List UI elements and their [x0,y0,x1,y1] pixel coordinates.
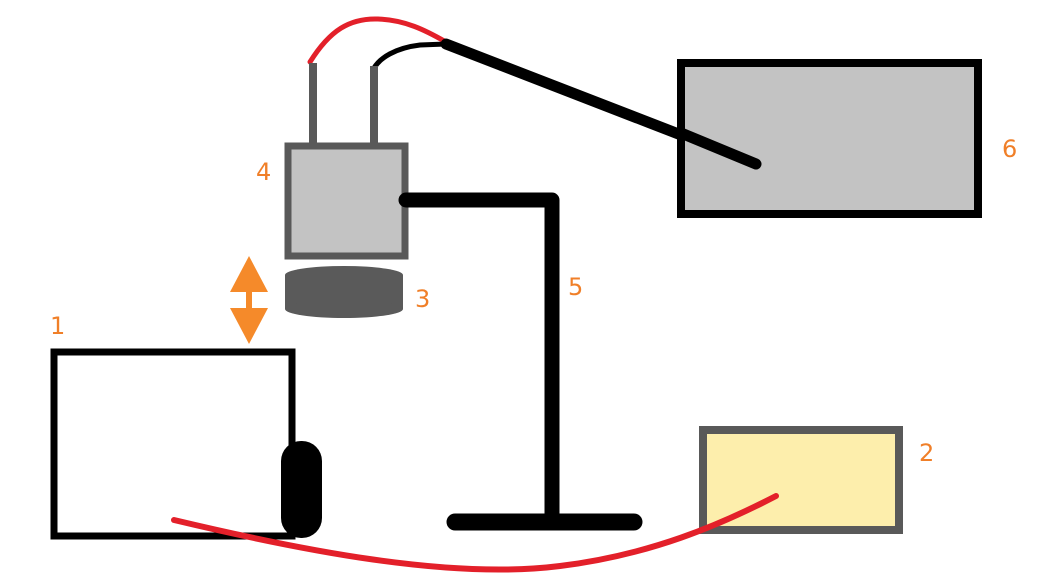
stand-arm [398,192,560,528]
device-6-box [677,59,982,218]
lens-top [285,266,403,284]
connector-pin-right [370,66,378,145]
device-1-box [50,348,296,540]
red-cable-top [307,16,449,65]
black-cable-top [371,41,449,71]
label-1: 1 [50,312,65,340]
device-1-handle [281,441,322,538]
label-3: 3 [415,285,430,313]
cable-inside-device-6 [675,127,762,170]
red-cable-bottom [171,493,779,573]
camera-body [284,142,409,260]
label-5: 5 [568,273,583,301]
label-6: 6 [1002,135,1017,163]
label-4: 4 [256,158,271,186]
double-arrow-icon [230,256,268,344]
lens-bottom [285,300,403,318]
connector-pin-left [309,63,317,145]
label-2: 2 [919,439,934,467]
